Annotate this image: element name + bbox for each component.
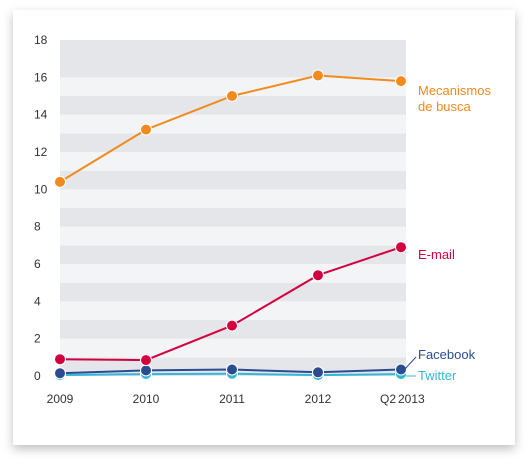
- y-tick-label: 6: [34, 257, 41, 271]
- data-point: [312, 69, 324, 82]
- grid-band: [60, 152, 406, 171]
- x-tick-label: Q2: [380, 392, 396, 406]
- grid-band: [60, 96, 406, 115]
- series-label: E-mail: [418, 247, 455, 262]
- facebook-leader: [403, 356, 417, 371]
- grid-band: [60, 208, 406, 227]
- series-label: Facebook: [418, 347, 476, 362]
- y-tick-label: 18: [34, 33, 48, 47]
- y-tick-label: 2: [34, 332, 41, 346]
- y-tick-label: 14: [34, 108, 48, 122]
- grid-band: [60, 338, 406, 358]
- data-point: [54, 175, 66, 188]
- data-point: [140, 123, 152, 136]
- y-tick-label: 10: [34, 182, 48, 196]
- data-point: [140, 354, 152, 367]
- data-point: [226, 319, 238, 332]
- data-point: [395, 241, 407, 254]
- x-tick-label: 2010: [133, 392, 160, 406]
- grid-band: [60, 77, 406, 96]
- grid-band: [60, 189, 406, 208]
- grid-band: [60, 40, 406, 78]
- grid-band: [60, 226, 406, 246]
- y-tick-label: 4: [34, 294, 41, 308]
- x-tick-label: 2012: [305, 392, 332, 406]
- grid-band: [60, 114, 406, 134]
- data-point: [226, 90, 238, 102]
- data-point: [54, 367, 66, 380]
- grid-band: [60, 282, 406, 302]
- data-point: [312, 366, 324, 379]
- data-point: [395, 363, 407, 376]
- y-tick-label: 12: [34, 145, 48, 159]
- grid-band: [60, 133, 406, 152]
- y-tick-label: 16: [34, 70, 48, 84]
- y-tick-label: 0: [34, 369, 41, 383]
- series-label: Twitter: [418, 368, 457, 383]
- grid-band: [60, 301, 406, 320]
- grid-band: [60, 245, 406, 264]
- data-point: [226, 363, 238, 376]
- data-point: [395, 75, 407, 88]
- series-label: de busca: [418, 99, 472, 114]
- x-tick-label: 2011: [219, 392, 245, 406]
- x-tick-label: 2013: [398, 392, 425, 406]
- grid-band: [60, 170, 406, 190]
- y-tick-label: 8: [34, 220, 41, 234]
- data-point: [312, 269, 324, 282]
- x-tick-label: 2009: [47, 392, 74, 406]
- grid-band: [60, 264, 406, 283]
- data-point: [54, 353, 66, 366]
- series-label: Mecanismos: [418, 83, 491, 98]
- data-point: [140, 364, 152, 377]
